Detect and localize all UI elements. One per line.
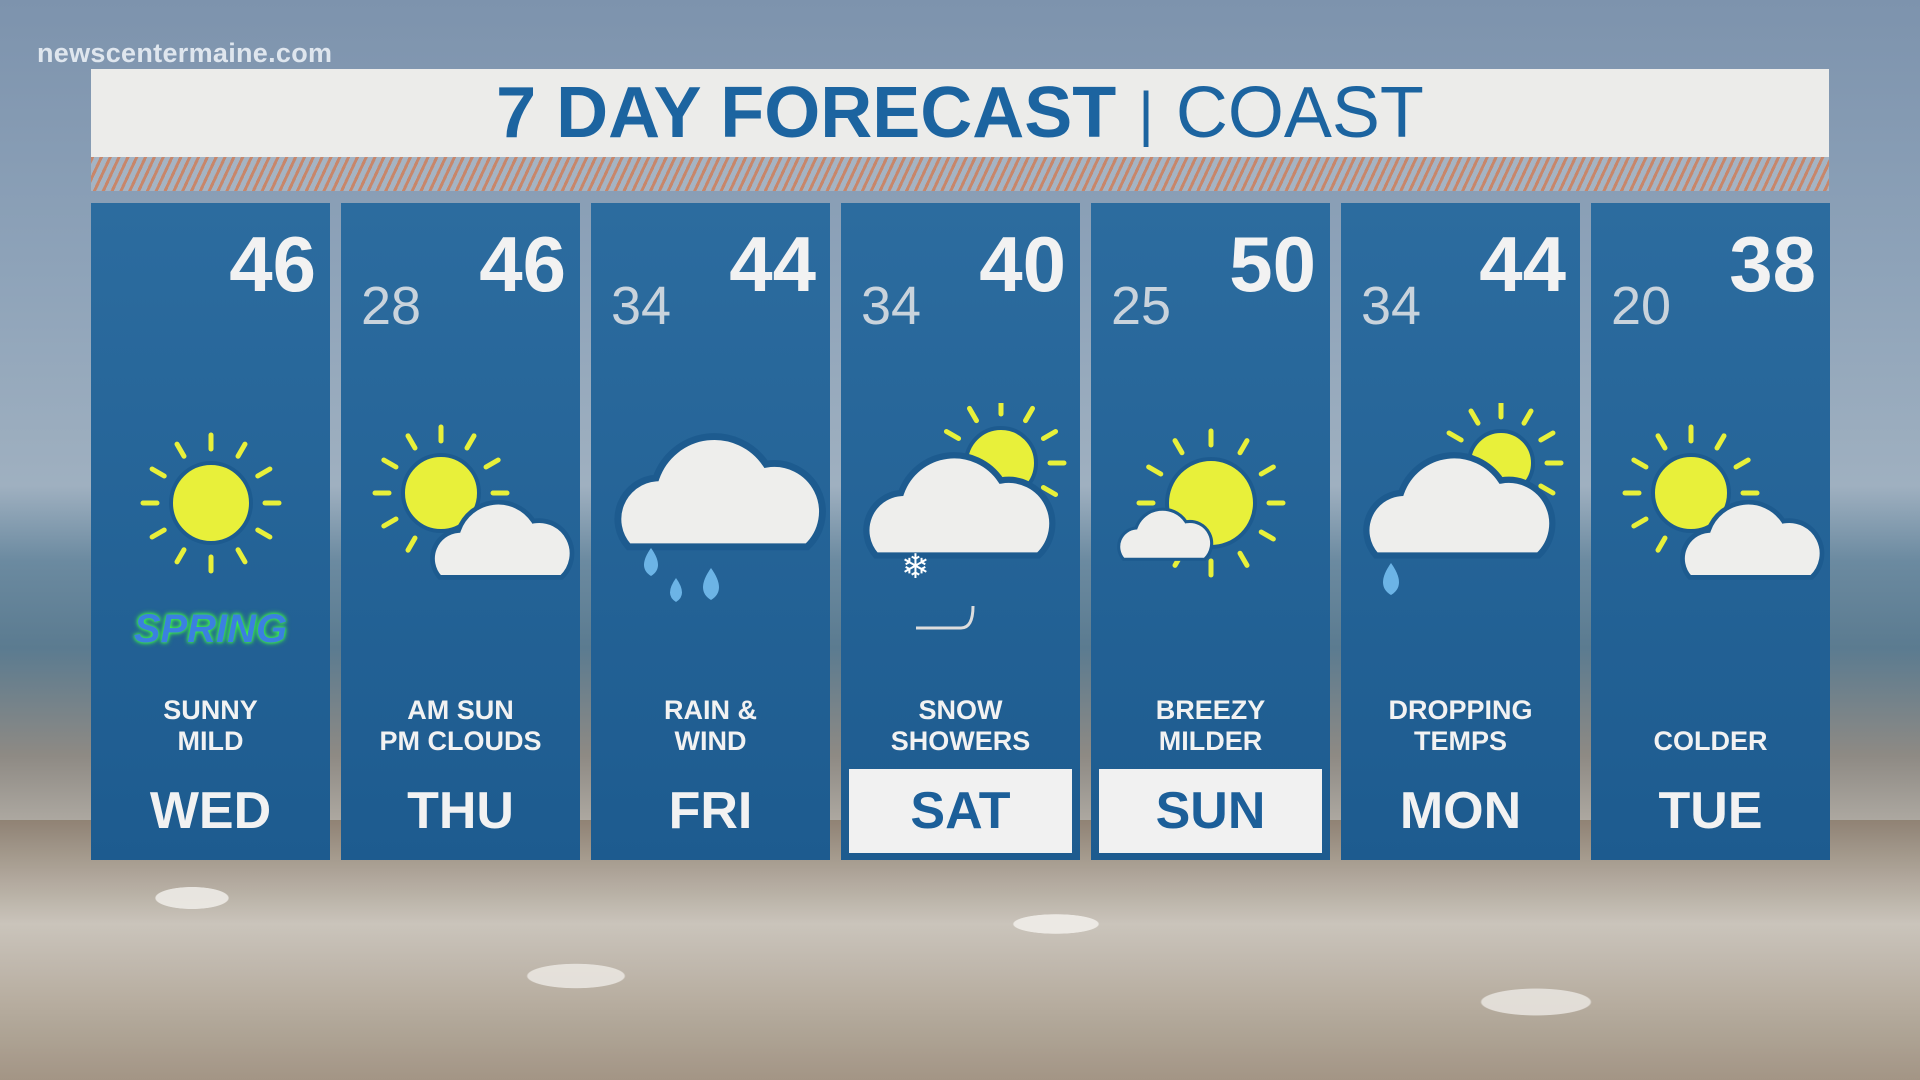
- partly-cloudy-icon: [1591, 403, 1830, 623]
- condition-line-1: SNOW: [918, 695, 1003, 725]
- high-temp: 38: [1729, 220, 1816, 308]
- condition-line-2: PM CLOUDS: [379, 726, 542, 756]
- condition-line-2: WIND: [674, 726, 747, 756]
- high-temp: 46: [479, 220, 566, 308]
- region: COAST: [1175, 73, 1424, 153]
- svg-text:❄: ❄: [901, 548, 930, 586]
- snow-cloud-sun-icon: ❄: [841, 397, 1080, 630]
- condition-text: BREEZY MILDER: [1091, 691, 1330, 757]
- condition-text: COLDER: [1591, 691, 1830, 757]
- rain-cloud-sun-icon: [1341, 400, 1580, 623]
- day-label: MON: [1399, 782, 1522, 840]
- day-column-thu: 46 28 AM SUN PM CLOUDS THU: [341, 203, 580, 860]
- high-temp: 50: [1229, 220, 1316, 308]
- condition-text: AM SUN PM CLOUDS: [341, 691, 580, 757]
- condition-line-2: MILD: [177, 726, 244, 756]
- mostly-sunny-icon: [1091, 403, 1330, 623]
- day-label: SUN: [1099, 769, 1322, 853]
- high-temp: 44: [1479, 220, 1566, 308]
- background-rocks: [0, 820, 1920, 1080]
- low-temp: 28: [361, 276, 422, 336]
- low-temp: 34: [861, 276, 922, 336]
- condition-line-1: RAIN &: [664, 695, 757, 725]
- title-separator: |: [1138, 79, 1154, 147]
- day-column-fri: 44 34 RAIN & WIND FRI: [591, 203, 830, 860]
- day-column-wed: 46 SPRING SUNNY MILD WED: [91, 203, 330, 860]
- partly-cloudy-icon: [341, 403, 580, 623]
- day-label: SAT: [849, 769, 1072, 853]
- watermark: newscentermaine.com: [37, 38, 333, 68]
- low-temp: 20: [1611, 276, 1672, 336]
- condition-line-2: SHOWERS: [890, 726, 1031, 756]
- low-temp: 25: [1111, 276, 1172, 336]
- sun-icon: [91, 403, 330, 623]
- condition-text: RAIN & WIND: [591, 691, 830, 757]
- condition-text: SNOW SHOWERS: [841, 691, 1080, 757]
- condition-text: DROPPING TEMPS: [1341, 691, 1580, 757]
- hatch-stripe: [91, 157, 1829, 191]
- title: 7 DAY FORECAST: [496, 73, 1117, 153]
- condition-line-2: TEMPS: [1413, 726, 1507, 756]
- rain-cloud-icon: [591, 403, 830, 623]
- low-temp: 34: [611, 276, 672, 336]
- condition-line-1: DROPPING: [1388, 695, 1533, 725]
- day-column-tue: 38 20 COLDER TUE: [1591, 203, 1830, 860]
- day-column-sat: 40 34 ❄ SNOW SHOWERS SAT: [841, 203, 1080, 860]
- high-temp: 46: [229, 220, 316, 308]
- condition-line-2: MILDER: [1158, 726, 1263, 756]
- condition-line-2: COLDER: [1653, 726, 1768, 756]
- condition-line-1: AM SUN: [407, 695, 514, 725]
- high-temp: 44: [729, 220, 816, 308]
- spring-badge: SPRING: [133, 607, 288, 651]
- day-label: FRI: [668, 782, 753, 840]
- condition-line-1: SUNNY: [163, 695, 258, 725]
- day-label: THU: [407, 782, 514, 840]
- condition-text: SUNNY MILD: [91, 691, 330, 757]
- day-column-sun: 50 25 BREEZY MILDER SUN: [1091, 203, 1330, 860]
- condition-line-1: BREEZY: [1155, 695, 1266, 725]
- day-label: TUE: [1658, 782, 1763, 840]
- low-temp: 34: [1361, 276, 1422, 336]
- day-label: WED: [149, 782, 272, 840]
- high-temp: 40: [979, 220, 1066, 308]
- day-column-mon: 44 34 DROPPING TEMPS MON: [1341, 203, 1580, 860]
- title-bar: 7 DAY FORECAST | COAST: [91, 69, 1829, 157]
